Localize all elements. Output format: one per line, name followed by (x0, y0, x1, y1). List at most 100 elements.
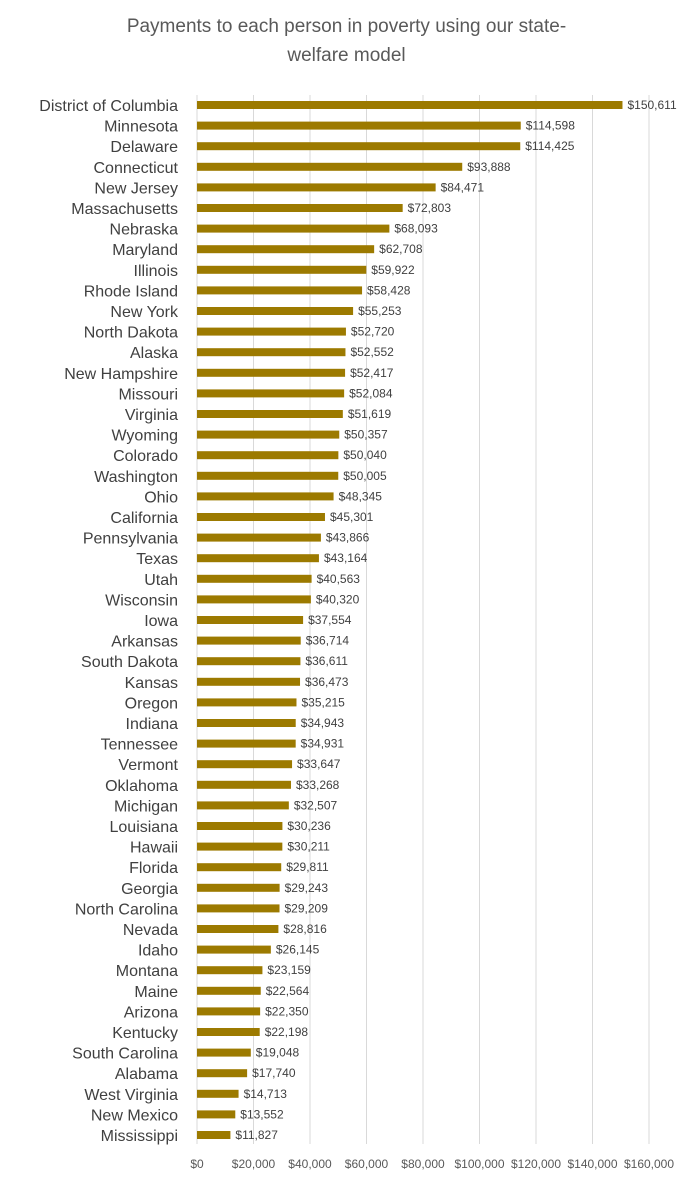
category-label: Arizona (124, 1004, 178, 1021)
category-label: Pennsylvania (83, 531, 178, 548)
bar (197, 657, 301, 666)
category-label: Kentucky (112, 1025, 178, 1042)
bar (197, 286, 363, 295)
data-label: $48,345 (339, 489, 383, 503)
category-label: Montana (116, 963, 178, 980)
bar (197, 554, 319, 563)
category-label: Tennessee (101, 737, 178, 754)
data-label: $26,145 (276, 943, 320, 957)
bar (197, 595, 311, 604)
x-tick-label: $120,000 (511, 1157, 561, 1171)
bar (197, 471, 339, 480)
data-label: $150,611 (627, 98, 676, 112)
category-label: Ohio (144, 489, 178, 506)
data-label: $11,827 (235, 1128, 278, 1142)
bar (197, 101, 623, 109)
data-label: $29,243 (285, 881, 329, 895)
x-tick-label: $40,000 (288, 1157, 332, 1171)
bar (197, 327, 346, 336)
data-label: $32,507 (294, 798, 338, 812)
bar (197, 801, 289, 810)
bar (197, 966, 263, 975)
data-label: $33,647 (297, 757, 341, 771)
data-label: $58,428 (367, 283, 411, 297)
x-tick-label: $0 (190, 1157, 204, 1171)
data-label: $36,473 (305, 675, 349, 689)
bar (197, 1131, 231, 1139)
data-label: $22,350 (265, 1004, 309, 1018)
data-label: $55,253 (358, 304, 402, 318)
bar (197, 1089, 239, 1098)
x-tick-label: $60,000 (345, 1157, 389, 1171)
bar (197, 739, 296, 748)
category-label: South Dakota (81, 654, 178, 671)
category-label: Nevada (123, 922, 178, 939)
data-label: $50,357 (344, 428, 388, 442)
bar (197, 368, 346, 377)
bar (197, 348, 346, 357)
bar (197, 142, 521, 151)
bar (197, 1048, 251, 1057)
bar (197, 842, 283, 851)
data-label: $45,301 (330, 510, 374, 524)
bar (197, 533, 321, 542)
category-label: Missouri (118, 386, 178, 403)
bar (197, 1069, 248, 1078)
category-label: Indiana (126, 716, 179, 733)
bar (197, 616, 304, 624)
category-label: New Mexico (91, 1107, 178, 1124)
category-label: New Jersey (94, 180, 178, 197)
data-label: $50,040 (343, 448, 387, 462)
data-label: $29,811 (286, 860, 329, 874)
data-label: $52,552 (350, 345, 394, 359)
bar (197, 780, 291, 789)
bar (197, 513, 325, 521)
data-label: $51,619 (348, 407, 392, 421)
category-label: Maryland (112, 242, 178, 259)
category-label: West Virginia (84, 1087, 178, 1104)
category-label: Washington (94, 469, 178, 486)
category-label: Colorado (113, 448, 178, 465)
category-label: Vermont (118, 757, 178, 774)
category-label: North Carolina (75, 901, 178, 918)
bars (197, 101, 623, 1139)
category-label: Mississippi (101, 1128, 178, 1145)
bar (197, 492, 334, 501)
category-label: New York (110, 304, 179, 321)
chart-title-line-2: welfare model (287, 45, 406, 66)
bar (197, 822, 283, 830)
data-label: $17,740 (252, 1066, 296, 1080)
data-label: $28,816 (283, 922, 327, 936)
bar (197, 760, 293, 769)
category-label: Massachusetts (71, 201, 178, 218)
bar (197, 719, 296, 727)
bar (197, 307, 354, 315)
data-label: $30,211 (287, 840, 330, 854)
category-label: Iowa (144, 613, 178, 630)
x-tick-label: $20,000 (232, 1157, 276, 1171)
bar (197, 925, 279, 933)
bar (197, 986, 261, 995)
bar (197, 389, 345, 398)
category-label: Hawaii (130, 840, 178, 857)
category-label: Georgia (121, 881, 178, 898)
bar (197, 265, 367, 274)
data-label: $14,713 (244, 1087, 288, 1101)
data-label: $35,215 (301, 695, 345, 709)
category-label: New Hampshire (64, 366, 178, 383)
bar (197, 224, 390, 233)
bar (197, 451, 339, 460)
data-label: $84,471 (441, 180, 485, 194)
data-label: $22,564 (266, 984, 310, 998)
category-label: Oklahoma (105, 778, 178, 795)
category-label: Utah (144, 572, 178, 589)
bar (197, 1028, 260, 1036)
category-label: Arkansas (111, 634, 178, 651)
bar (197, 183, 436, 192)
category-label: Idaho (138, 943, 178, 960)
data-label: $30,236 (287, 819, 331, 833)
category-label: Delaware (110, 139, 178, 156)
category-label: California (110, 510, 178, 527)
